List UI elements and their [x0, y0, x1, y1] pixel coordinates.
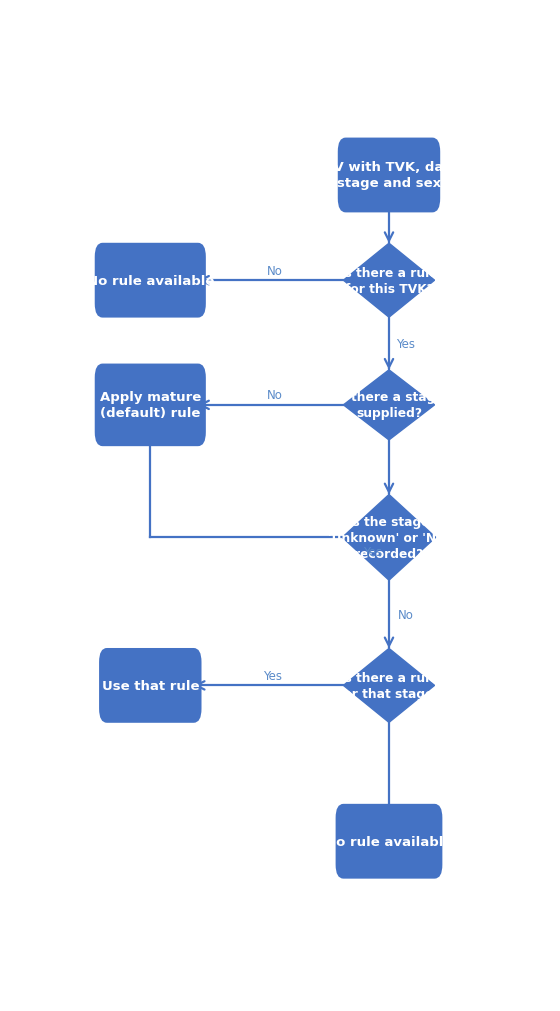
Text: Yes: Yes	[396, 338, 415, 351]
FancyBboxPatch shape	[335, 804, 442, 879]
Text: Yes: Yes	[263, 669, 282, 682]
FancyBboxPatch shape	[95, 244, 206, 318]
Text: No: No	[267, 389, 283, 401]
Polygon shape	[343, 370, 435, 441]
FancyBboxPatch shape	[99, 648, 202, 723]
Polygon shape	[343, 244, 435, 317]
Text: No: No	[267, 264, 283, 277]
Polygon shape	[343, 649, 435, 723]
FancyBboxPatch shape	[95, 364, 206, 447]
FancyBboxPatch shape	[338, 139, 440, 213]
Text: No rule available: No rule available	[87, 274, 214, 287]
Text: Use that rule: Use that rule	[101, 679, 199, 693]
Text: Is there a rule
for that stage?: Is there a rule for that stage?	[338, 671, 440, 701]
Text: Is the stage
'Unknown' or 'Not
recorded?: Is the stage 'Unknown' or 'Not recorded?	[328, 516, 450, 560]
Text: Yes: Yes	[363, 545, 382, 558]
Text: Apply mature
(default) rule: Apply mature (default) rule	[100, 391, 201, 420]
Polygon shape	[342, 495, 436, 580]
Text: No rule available: No rule available	[325, 835, 452, 848]
Text: Is there a stage
supplied?: Is there a stage supplied?	[335, 391, 444, 420]
Text: Is there a rule
for this TVK?: Is there a rule for this TVK?	[340, 267, 438, 295]
Text: No: No	[398, 609, 413, 621]
Text: CSV with TVK, date,
stage and sex: CSV with TVK, date, stage and sex	[314, 162, 464, 190]
